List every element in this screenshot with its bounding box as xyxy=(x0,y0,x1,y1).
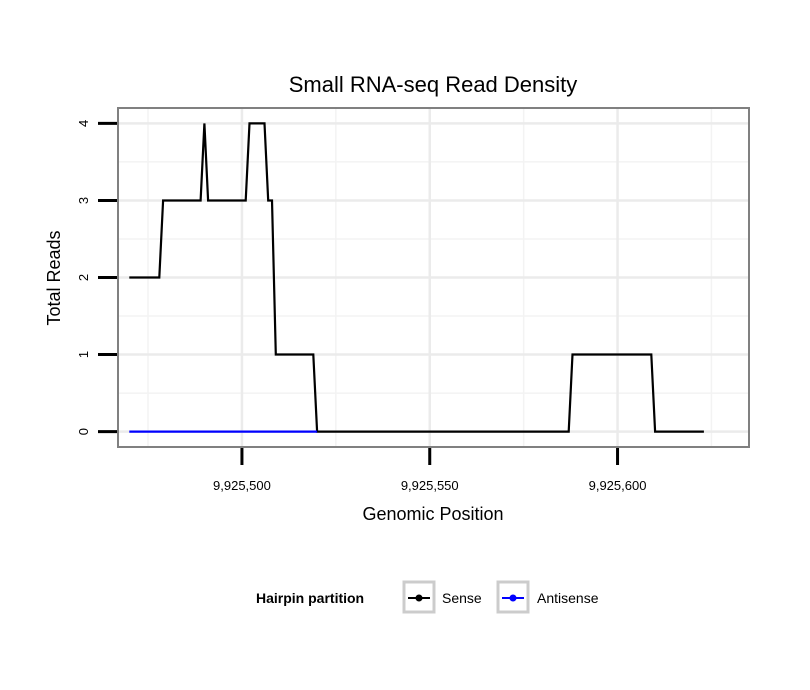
y-tick-label: 1 xyxy=(76,351,91,358)
y-tick-label: 4 xyxy=(76,120,91,127)
legend: Hairpin partition Sense Antisense xyxy=(256,580,599,614)
x-tick-label: 9,925,500 xyxy=(213,478,271,493)
y-axis-title: Total Reads xyxy=(44,230,64,325)
x-axis-title: Genomic Position xyxy=(362,504,503,524)
x-tick-label: 9,925,600 xyxy=(589,478,647,493)
plot-border xyxy=(117,107,750,448)
legend-dot-antisense xyxy=(509,594,517,602)
series-line-sense xyxy=(129,122,704,433)
y-tick-label: 2 xyxy=(76,274,91,281)
chart-title: Small RNA-seq Read Density xyxy=(289,72,578,97)
y-tick-label: 3 xyxy=(76,197,91,204)
legend-label-sense: Sense xyxy=(442,590,482,606)
plot-area: 0 1 2 3 4 9,925,500 9,925,550 9,925,600 xyxy=(76,107,750,493)
y-tick-label: 0 xyxy=(76,428,91,435)
legend-title: Hairpin partition xyxy=(256,590,364,606)
x-tick-label: 9,925,550 xyxy=(401,478,459,493)
legend-dot-sense xyxy=(415,594,423,602)
legend-label-antisense: Antisense xyxy=(537,590,599,606)
